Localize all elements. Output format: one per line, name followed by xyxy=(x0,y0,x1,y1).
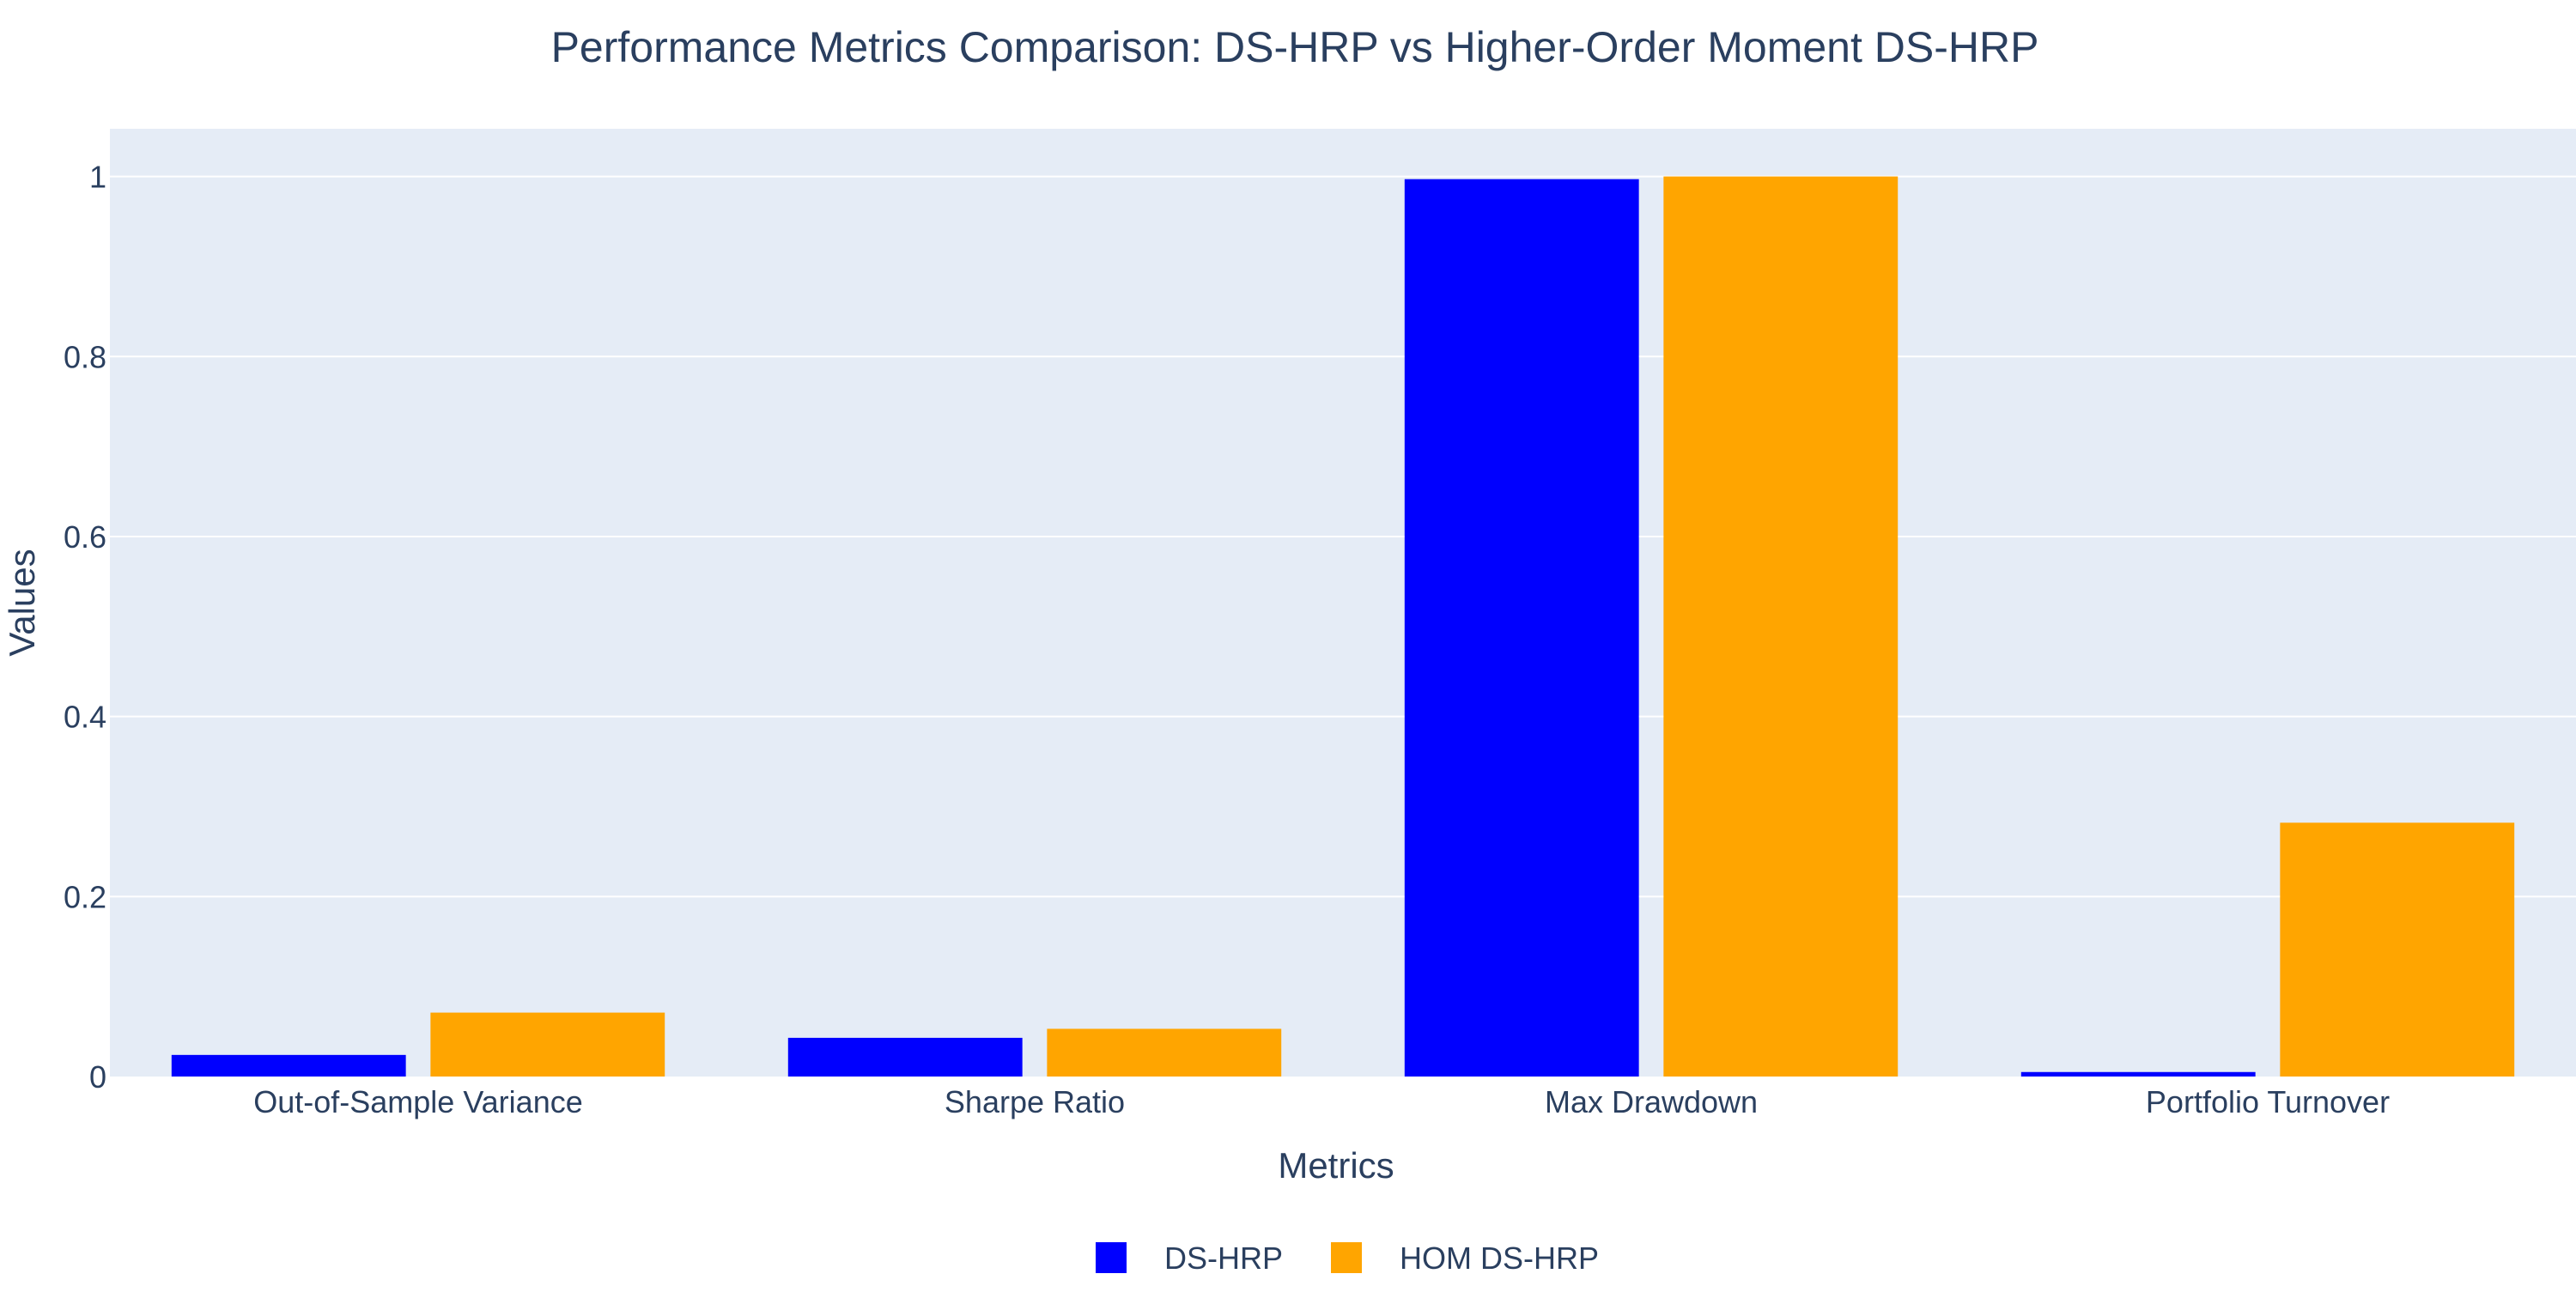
y-tick-label: 0.4 xyxy=(64,700,106,735)
bar-ds-hrp-2 xyxy=(1404,179,1639,1077)
y-tick-label: 0.8 xyxy=(64,339,106,374)
x-axis-ticks: Out-of-Sample Variance Sharpe Ratio Max Dr… xyxy=(253,1084,2390,1119)
legend-swatch xyxy=(1096,1242,1127,1273)
y-axis-ticks: 0 0.2 0.4 0.6 0.8 1 xyxy=(64,160,106,1095)
y-tick-label: 0 xyxy=(89,1059,106,1095)
y-tick-label: 0.6 xyxy=(64,519,106,555)
x-axis-title: Metrics xyxy=(1278,1145,1394,1186)
plot-area xyxy=(110,129,2576,1077)
legend-swatch xyxy=(1331,1242,1362,1273)
grid-lines xyxy=(110,175,2576,898)
y-axis-title: Values xyxy=(2,549,42,656)
x-tick-label: Sharpe Ratio xyxy=(945,1084,1125,1119)
x-tick-label: Out-of-Sample Variance xyxy=(253,1084,583,1119)
legend-label: DS-HRP xyxy=(1164,1240,1283,1276)
legend-label: HOM DS-HRP xyxy=(1400,1240,1599,1276)
bar-hom-ds-hrp-0 xyxy=(430,1012,665,1077)
bar-hom-ds-hrp-2 xyxy=(1663,176,1899,1077)
bar-ds-hrp-0 xyxy=(171,1054,406,1077)
bar-ds-hrp-1 xyxy=(787,1037,1023,1077)
legend: DS-HRP HOM DS-HRP xyxy=(1096,1240,1599,1276)
bars xyxy=(171,176,2515,1077)
bar-hom-ds-hrp-1 xyxy=(1047,1028,1282,1077)
bar-ds-hrp-3 xyxy=(2020,1071,2256,1077)
y-tick-label: 0.2 xyxy=(64,879,106,914)
y-tick-label: 1 xyxy=(89,160,106,195)
x-tick-label: Portfolio Turnover xyxy=(2146,1084,2390,1119)
bar-hom-ds-hrp-3 xyxy=(2280,822,2515,1077)
x-tick-label: Max Drawdown xyxy=(1545,1084,1758,1119)
chart-title: Performance Metrics Comparison: DS-HRP v… xyxy=(551,23,2039,71)
